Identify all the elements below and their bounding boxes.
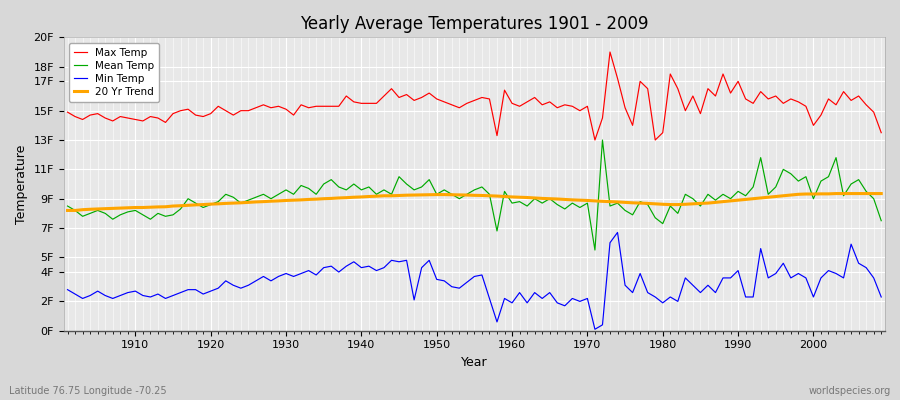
Line: Max Temp: Max Temp	[68, 52, 881, 140]
X-axis label: Year: Year	[461, 356, 488, 369]
Max Temp	[333, 104, 344, 109]
Mean Temp	[876, 218, 886, 223]
Mean Temp	[62, 204, 73, 208]
Mean Temp	[612, 201, 623, 206]
Min Temp	[590, 327, 600, 332]
Text: worldspecies.org: worldspecies.org	[809, 386, 891, 396]
Max Temp	[62, 110, 73, 114]
Max Temp	[876, 130, 886, 135]
Min Temp	[876, 294, 886, 299]
Max Temp	[500, 88, 510, 92]
20 Yr Trend	[831, 191, 842, 196]
Title: Yearly Average Temperatures 1901 - 2009: Yearly Average Temperatures 1901 - 2009	[300, 15, 649, 33]
Mean Temp	[597, 138, 608, 142]
20 Yr Trend	[288, 198, 299, 202]
Line: Mean Temp: Mean Temp	[68, 140, 881, 250]
Max Temp	[288, 113, 299, 118]
20 Yr Trend	[500, 194, 510, 199]
Min Temp	[122, 290, 133, 295]
20 Yr Trend	[333, 196, 344, 200]
20 Yr Trend	[507, 194, 517, 199]
Max Temp	[590, 138, 600, 142]
Line: Min Temp: Min Temp	[68, 232, 881, 329]
Min Temp	[507, 300, 517, 305]
Max Temp	[507, 101, 517, 106]
Legend: Max Temp, Mean Temp, Min Temp, 20 Yr Trend: Max Temp, Mean Temp, Min Temp, 20 Yr Tre…	[69, 42, 159, 102]
Max Temp	[612, 76, 623, 81]
Mean Temp	[590, 248, 600, 252]
Min Temp	[500, 296, 510, 301]
Min Temp	[612, 230, 623, 235]
Max Temp	[122, 116, 133, 120]
Mean Temp	[500, 189, 510, 194]
Mean Temp	[333, 184, 344, 189]
Max Temp	[605, 50, 616, 54]
Text: Latitude 76.75 Longitude -70.25: Latitude 76.75 Longitude -70.25	[9, 386, 166, 396]
Mean Temp	[122, 210, 133, 214]
20 Yr Trend	[876, 191, 886, 196]
Mean Temp	[288, 192, 299, 197]
Mean Temp	[507, 201, 517, 206]
Min Temp	[605, 240, 616, 245]
20 Yr Trend	[62, 208, 73, 213]
20 Yr Trend	[122, 205, 133, 210]
Min Temp	[62, 287, 73, 292]
Min Temp	[288, 274, 299, 279]
Min Temp	[333, 270, 344, 274]
Line: 20 Yr Trend: 20 Yr Trend	[68, 194, 881, 210]
20 Yr Trend	[597, 199, 608, 204]
Y-axis label: Temperature: Temperature	[15, 144, 28, 224]
